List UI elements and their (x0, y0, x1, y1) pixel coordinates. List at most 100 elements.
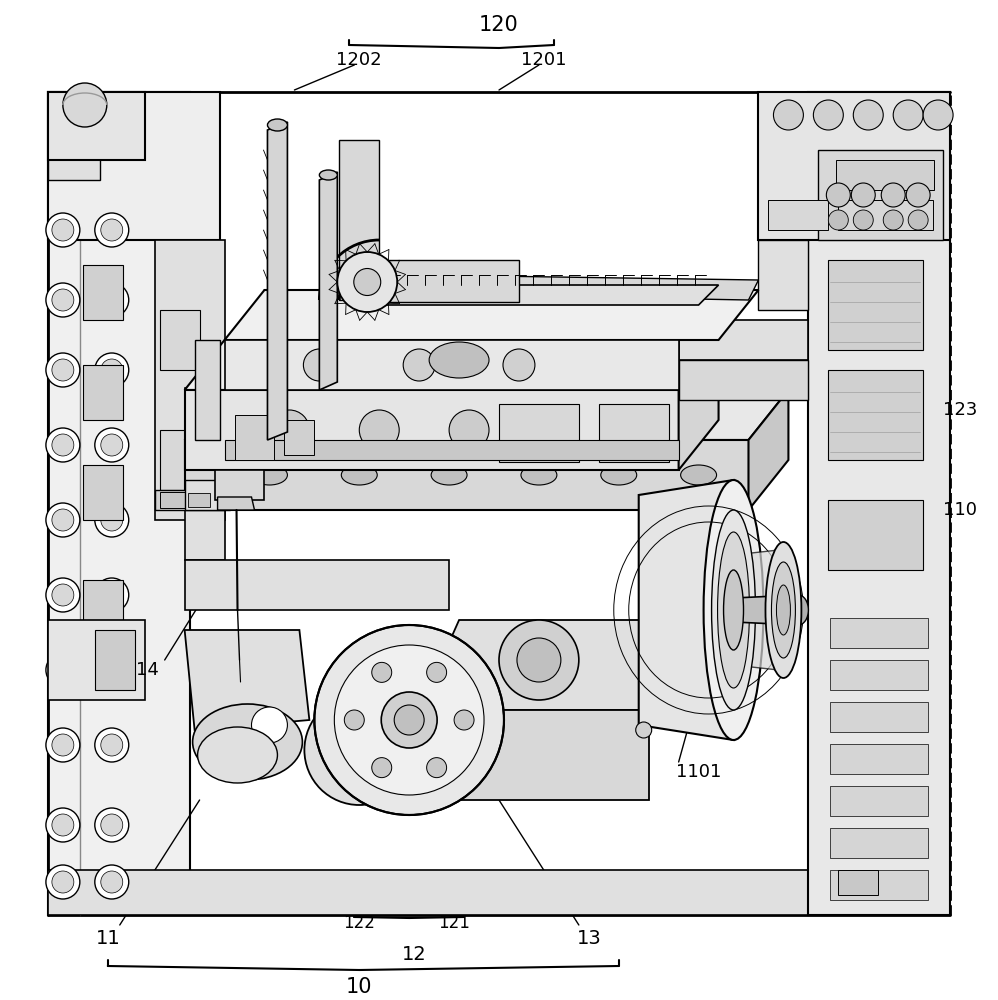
Circle shape (403, 349, 435, 381)
Polygon shape (185, 480, 230, 510)
Circle shape (381, 692, 437, 748)
Bar (830, 660, 928, 690)
Circle shape (46, 865, 80, 899)
Text: 1202: 1202 (336, 51, 382, 69)
Bar (830, 786, 928, 816)
Polygon shape (818, 150, 943, 240)
Ellipse shape (681, 465, 717, 485)
Text: 11: 11 (96, 928, 120, 948)
Circle shape (101, 219, 123, 241)
Polygon shape (479, 276, 758, 300)
Bar (838, 870, 878, 895)
Text: 123: 123 (943, 401, 977, 419)
Circle shape (454, 710, 474, 730)
Bar (830, 702, 928, 732)
Bar (828, 260, 923, 350)
Bar (830, 618, 928, 648)
Polygon shape (225, 440, 679, 460)
Circle shape (539, 410, 579, 450)
Bar (830, 828, 928, 858)
Bar (83, 365, 123, 420)
Polygon shape (339, 140, 379, 300)
Circle shape (636, 722, 652, 738)
Bar (235, 415, 274, 460)
Circle shape (52, 734, 74, 756)
Polygon shape (185, 630, 309, 730)
Circle shape (101, 289, 123, 311)
Circle shape (46, 653, 80, 687)
Polygon shape (319, 172, 337, 390)
Circle shape (923, 100, 953, 130)
Text: 1101: 1101 (676, 763, 722, 781)
Circle shape (95, 283, 129, 317)
Circle shape (95, 428, 129, 462)
Polygon shape (185, 340, 719, 390)
Polygon shape (384, 285, 719, 305)
Ellipse shape (319, 170, 337, 180)
Circle shape (371, 662, 392, 682)
Circle shape (46, 728, 80, 762)
Circle shape (101, 434, 123, 456)
Circle shape (329, 720, 389, 780)
Bar (284, 420, 314, 455)
Circle shape (46, 353, 80, 387)
Circle shape (52, 509, 74, 531)
Ellipse shape (771, 562, 795, 658)
Ellipse shape (724, 570, 744, 650)
Bar (828, 370, 923, 460)
Polygon shape (195, 340, 220, 440)
Polygon shape (419, 620, 689, 710)
Ellipse shape (193, 704, 302, 780)
Ellipse shape (521, 465, 557, 485)
Ellipse shape (198, 727, 277, 783)
Circle shape (851, 183, 875, 207)
Circle shape (95, 353, 129, 387)
Circle shape (52, 871, 74, 893)
Circle shape (101, 871, 123, 893)
Polygon shape (679, 320, 808, 360)
Circle shape (95, 503, 129, 537)
Polygon shape (48, 620, 145, 700)
Polygon shape (215, 470, 264, 500)
Circle shape (883, 210, 903, 230)
Ellipse shape (765, 542, 801, 678)
Circle shape (503, 349, 535, 381)
Circle shape (906, 183, 930, 207)
Circle shape (101, 584, 123, 606)
Polygon shape (155, 490, 225, 510)
Bar (83, 265, 123, 320)
Circle shape (353, 268, 381, 296)
Circle shape (344, 710, 364, 730)
Polygon shape (748, 390, 788, 510)
Bar (768, 200, 828, 230)
Circle shape (52, 814, 74, 836)
Ellipse shape (712, 510, 755, 710)
Circle shape (101, 359, 123, 381)
Circle shape (101, 509, 123, 531)
Circle shape (371, 758, 391, 778)
Circle shape (101, 659, 123, 681)
Circle shape (95, 808, 129, 842)
Circle shape (95, 728, 129, 762)
Circle shape (95, 865, 129, 899)
Circle shape (499, 620, 579, 700)
Text: 13: 13 (577, 928, 601, 948)
Circle shape (853, 100, 883, 130)
Polygon shape (758, 92, 950, 240)
Bar (95, 630, 135, 690)
Bar (160, 492, 215, 508)
Polygon shape (419, 710, 649, 800)
Circle shape (46, 578, 80, 612)
Circle shape (517, 638, 561, 682)
Text: 12: 12 (402, 944, 426, 964)
Circle shape (46, 428, 80, 462)
Polygon shape (185, 388, 225, 560)
Circle shape (46, 283, 80, 317)
Ellipse shape (718, 532, 749, 688)
Polygon shape (185, 560, 449, 610)
Bar (830, 870, 928, 900)
Polygon shape (155, 240, 225, 520)
Circle shape (52, 289, 74, 311)
Bar (188, 493, 210, 507)
Circle shape (773, 100, 803, 130)
